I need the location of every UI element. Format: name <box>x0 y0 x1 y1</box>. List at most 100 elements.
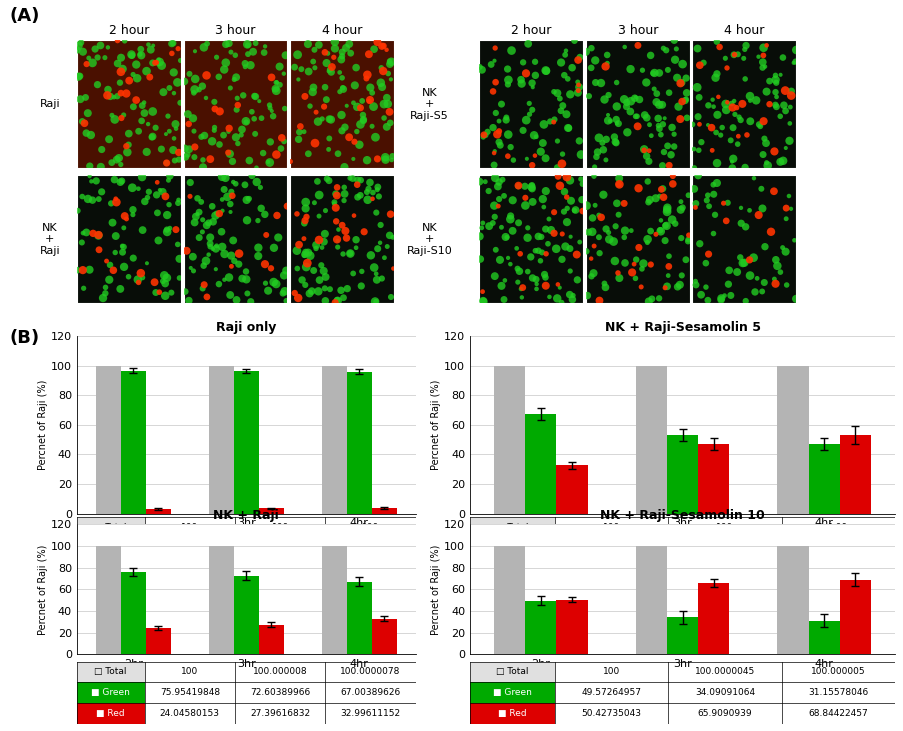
Bar <box>697 583 729 654</box>
Point <box>574 194 589 205</box>
Bar <box>77 682 144 703</box>
Point <box>151 58 165 70</box>
Point <box>312 211 326 222</box>
Point <box>155 186 170 197</box>
Point <box>379 240 394 252</box>
Point <box>256 147 270 159</box>
Point <box>559 192 573 203</box>
Point <box>353 189 368 201</box>
Point <box>70 205 85 216</box>
Point <box>554 158 569 170</box>
Point <box>293 121 307 132</box>
Point <box>208 103 222 115</box>
Point <box>580 289 594 301</box>
Point <box>515 281 529 293</box>
Point <box>374 273 388 284</box>
Text: 3.21: 3.21 <box>180 564 200 573</box>
Point <box>269 77 284 88</box>
Text: 100: 100 <box>181 523 199 532</box>
Point <box>247 128 262 140</box>
Point <box>219 39 233 50</box>
Point <box>705 227 720 239</box>
Point <box>487 200 501 211</box>
Point <box>326 51 340 63</box>
Point <box>652 224 666 236</box>
Point <box>205 135 219 147</box>
Point <box>195 283 209 295</box>
Point <box>305 86 320 98</box>
Point <box>528 273 543 285</box>
Point <box>361 183 376 194</box>
Point <box>277 285 292 297</box>
Point <box>209 51 224 63</box>
Point <box>94 186 108 197</box>
Point <box>617 232 631 243</box>
Point <box>145 131 160 143</box>
Point <box>383 208 397 220</box>
Point <box>529 279 544 290</box>
Point <box>701 200 715 212</box>
Point <box>272 61 286 72</box>
Point <box>135 99 149 111</box>
Point <box>705 101 720 113</box>
Point <box>194 196 209 208</box>
Point <box>782 118 796 129</box>
Y-axis label: Percnet of Raji (%): Percnet of Raji (%) <box>38 544 48 635</box>
Point <box>167 155 182 167</box>
Text: □ Total: □ Total <box>95 523 126 532</box>
Point <box>759 159 774 171</box>
Point <box>261 285 275 297</box>
Point <box>195 214 209 226</box>
Point <box>600 49 614 61</box>
Bar <box>494 546 525 654</box>
Point <box>298 202 312 214</box>
Text: 100: 100 <box>181 667 199 676</box>
Point <box>490 181 505 192</box>
Point <box>607 131 621 143</box>
Point <box>334 72 349 84</box>
Point <box>729 266 743 278</box>
Point <box>709 68 723 80</box>
Point <box>746 251 760 263</box>
Point <box>298 196 312 208</box>
Point <box>720 96 734 108</box>
Point <box>115 175 129 187</box>
Point <box>200 291 214 303</box>
Point <box>783 90 797 102</box>
Point <box>657 235 672 246</box>
Point <box>362 177 377 189</box>
Bar <box>234 576 258 654</box>
Point <box>692 59 706 71</box>
Point <box>653 214 667 226</box>
Point <box>114 87 128 99</box>
Point <box>661 250 675 262</box>
Point <box>535 193 549 205</box>
Point <box>237 58 252 69</box>
Point <box>755 148 769 160</box>
Point <box>215 241 229 253</box>
Point <box>160 224 174 235</box>
Point <box>653 129 667 140</box>
Point <box>722 289 737 301</box>
Point <box>91 230 106 241</box>
Point <box>240 193 255 205</box>
Point <box>717 53 731 64</box>
Point <box>566 35 581 47</box>
Point <box>263 136 277 148</box>
Point <box>759 156 773 168</box>
Point <box>225 156 239 167</box>
Point <box>235 273 249 284</box>
Text: ■ Red: ■ Red <box>498 564 526 573</box>
Point <box>341 38 356 50</box>
Point <box>223 82 237 94</box>
Point <box>599 134 613 145</box>
Text: 3 hour: 3 hour <box>617 23 657 37</box>
Point <box>214 226 228 238</box>
Point <box>161 110 175 122</box>
Point <box>324 61 339 73</box>
Point <box>509 243 524 254</box>
Point <box>196 154 210 166</box>
Point <box>77 118 91 129</box>
Text: 53.28798186: 53.28798186 <box>694 544 754 553</box>
Point <box>522 108 536 120</box>
